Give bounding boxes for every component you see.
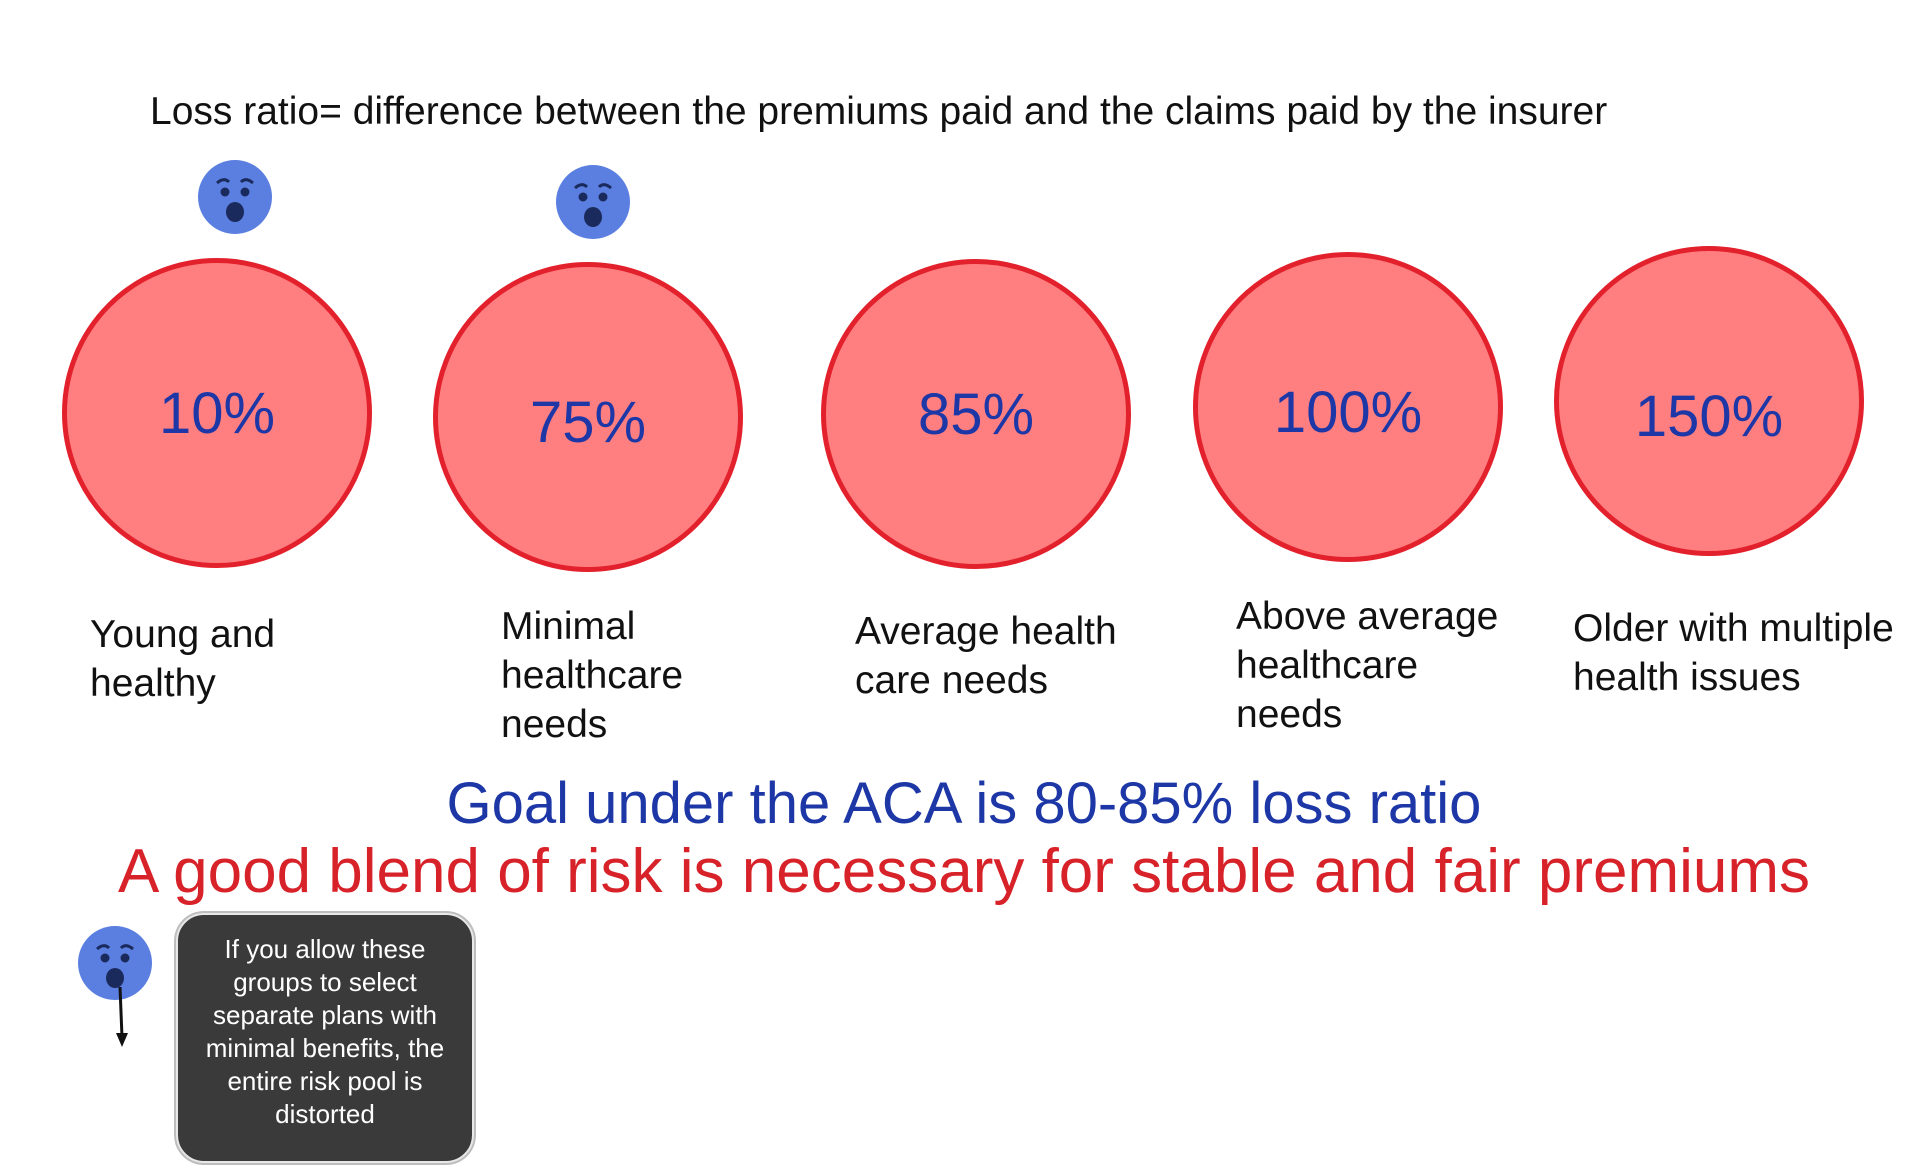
loss-ratio-definition: Loss ratio= difference between the premi… <box>150 90 1608 133</box>
worried-face-icon <box>198 160 272 234</box>
loss-ratio-percent: 100% <box>1273 379 1423 445</box>
loss-ratio-percent: 75% <box>529 389 647 455</box>
group-label-older: Older with multiple health issues <box>1573 607 1894 699</box>
loss-ratio-percent: 85% <box>917 381 1035 447</box>
group-label-above-average: Above average healthcare needs <box>1236 595 1499 736</box>
loss-ratio-circle-minimal: 75% <box>433 262 743 572</box>
worried-face-icon <box>78 926 152 1000</box>
loss-ratio-circle-young: 10% <box>62 258 372 568</box>
risk-pool-callout: If you allow these groups to select sepa… <box>176 913 474 1163</box>
risk-blend-statement: A good blend of risk is necessary for st… <box>117 837 1811 906</box>
loss-ratio-percent: 10% <box>158 380 276 446</box>
loss-ratio-circle-average: 85% <box>821 259 1131 569</box>
aca-goal-statement: Goal under the ACA is 80-85% loss ratio <box>446 771 1482 836</box>
worried-face-icon <box>556 165 630 239</box>
arrow-down-icon <box>116 987 128 1047</box>
group-label-average: Average health care needs <box>855 610 1117 702</box>
group-label-young: Young and healthy <box>90 613 276 705</box>
loss-ratio-circle-above-average: 100% <box>1193 252 1503 562</box>
group-label-minimal: Minimal healthcare needs <box>501 605 684 746</box>
loss-ratio-percent: 150% <box>1634 383 1784 449</box>
loss-ratio-circle-older: 150% <box>1554 246 1864 556</box>
